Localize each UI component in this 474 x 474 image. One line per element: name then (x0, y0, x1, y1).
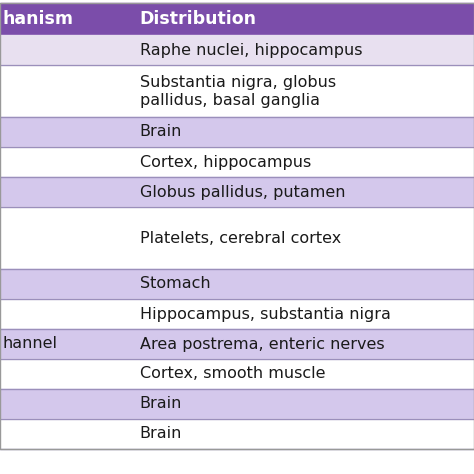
Bar (0, 359, 474, 389)
Bar (0, 3, 474, 35)
Bar (0, 147, 474, 177)
Text: Globus pallidus, putamen: Globus pallidus, putamen (140, 184, 346, 200)
Bar (0, 419, 474, 449)
Text: Brain: Brain (140, 427, 182, 441)
Text: Hippocampus, substantia nigra: Hippocampus, substantia nigra (140, 307, 391, 321)
Bar (0, 117, 474, 147)
Text: Platelets, cerebral cortex: Platelets, cerebral cortex (140, 230, 341, 246)
Text: Cortex, hippocampus: Cortex, hippocampus (140, 155, 311, 170)
Text: Brain: Brain (140, 396, 182, 411)
Bar (0, 207, 474, 269)
Text: Stomach: Stomach (140, 276, 210, 292)
Bar (0, 35, 474, 65)
Bar (0, 299, 474, 329)
Text: Raphe nuclei, hippocampus: Raphe nuclei, hippocampus (140, 43, 362, 57)
Text: hanism: hanism (2, 10, 73, 28)
Bar (0, 65, 474, 117)
Bar (0, 389, 474, 419)
Bar (0, 329, 474, 359)
Text: Brain: Brain (140, 125, 182, 139)
Text: Substantia nigra, globus
pallidus, basal ganglia: Substantia nigra, globus pallidus, basal… (140, 74, 336, 108)
Text: Cortex, smooth muscle: Cortex, smooth muscle (140, 366, 325, 382)
Text: Area postrema, enteric nerves: Area postrema, enteric nerves (140, 337, 384, 352)
Text: hannel: hannel (2, 337, 57, 352)
Text: Distribution: Distribution (140, 10, 257, 28)
Bar (0, 269, 474, 299)
Bar (0, 177, 474, 207)
